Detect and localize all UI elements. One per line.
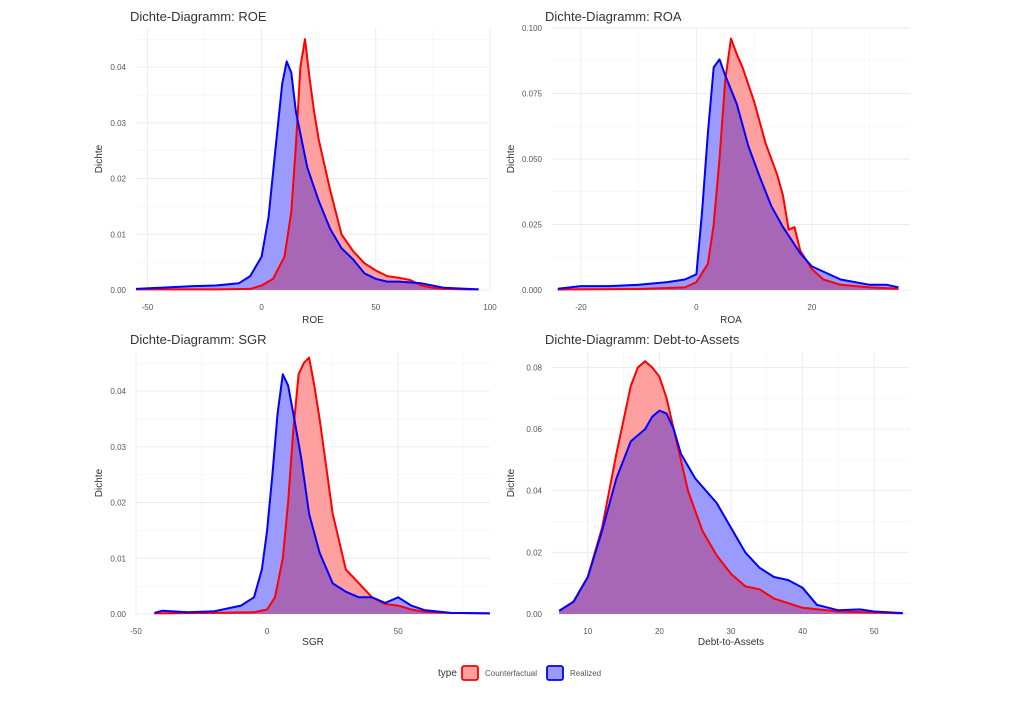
x-tick-label: 0 xyxy=(694,303,699,312)
x-axis-label: SGR xyxy=(302,637,324,648)
y-tick-label: 0.00 xyxy=(110,610,126,619)
x-axis-label: Debt-to-Assets xyxy=(698,637,764,648)
y-tick-label: 0.00 xyxy=(526,610,542,619)
panel-title: Dichte-Diagramm: Debt-to-Assets xyxy=(545,332,740,347)
y-tick-label: 0.100 xyxy=(522,24,543,33)
x-tick-label: 30 xyxy=(727,627,736,636)
x-tick-label: 100 xyxy=(483,303,497,312)
x-axis-label: ROE xyxy=(302,315,324,326)
y-axis-label: Dichte xyxy=(94,144,105,173)
y-tick-label: 0.000 xyxy=(522,286,543,295)
density-area-counterfactual xyxy=(154,357,490,614)
density-line-realized xyxy=(557,58,899,290)
y-tick-label: 0.03 xyxy=(110,119,126,128)
x-tick-label: 10 xyxy=(583,627,592,636)
x-tick-label: -20 xyxy=(575,303,587,312)
x-axis-label: ROA xyxy=(720,315,742,326)
y-tick-label: 0.025 xyxy=(522,221,543,230)
y-axis-label: Dichte xyxy=(506,144,517,173)
x-tick-label: 20 xyxy=(655,627,664,636)
density-line-realized xyxy=(558,409,903,615)
panel-debt-to-assets: 10 20 30 40 50 0.00 0.02 0.04 0.06 0.08 Dichte-Dia… xyxy=(506,332,910,648)
legend-title: type xyxy=(438,668,457,679)
legend-label-realized: Realized xyxy=(570,669,601,678)
y-tick-label: 0.04 xyxy=(526,487,542,496)
y-tick-label: 0.01 xyxy=(110,554,126,563)
y-tick-label: 0.04 xyxy=(110,387,126,396)
x-tick-label: 0 xyxy=(259,303,264,312)
legend-key-realized xyxy=(546,665,564,681)
density-line-counterfactual xyxy=(154,356,491,615)
y-tick-label: 0.06 xyxy=(526,425,542,434)
legend-key-counterfactual xyxy=(461,665,479,681)
y-axis-label: Dichte xyxy=(94,468,105,497)
y-tick-label: 0.03 xyxy=(110,443,126,452)
panel-roe: -50 0 50 100 0.00 0.01 0.02 0.03 0.04 Dichte-Diag… xyxy=(94,9,497,326)
y-tick-label: 0.050 xyxy=(522,155,543,164)
y-tick-label: 0.08 xyxy=(526,363,542,372)
panel-sgr: -50 0 50 0.00 0.01 0.02 0.03 0.04 Dichte-Diagram… xyxy=(94,332,491,648)
y-tick-label: 0.02 xyxy=(110,499,126,508)
x-tick-label: 50 xyxy=(394,627,403,636)
x-tick-label: -50 xyxy=(142,303,154,312)
legend-label-counterfactual: Counterfactual xyxy=(485,669,537,678)
panel-title: Dichte-Diagramm: ROA xyxy=(545,9,682,24)
y-tick-label: 0.01 xyxy=(110,230,126,239)
x-tick-label: 0 xyxy=(265,627,270,636)
x-tick-label: 20 xyxy=(807,303,816,312)
x-tick-label: -50 xyxy=(130,627,142,636)
y-tick-label: 0.02 xyxy=(110,175,126,184)
x-tick-label: 40 xyxy=(798,627,807,636)
x-tick-label: 50 xyxy=(371,303,380,312)
panel-title: Dichte-Diagramm: SGR xyxy=(130,332,267,347)
density-line-realized xyxy=(135,60,479,291)
x-tick-label: 50 xyxy=(870,627,879,636)
y-tick-label: 0.075 xyxy=(522,90,543,99)
y-tick-label: 0.02 xyxy=(526,548,542,557)
panel-title: Dichte-Diagramm: ROE xyxy=(130,9,267,24)
legend: type Counterfactual Realized xyxy=(438,665,601,681)
density-line-counterfactual xyxy=(557,37,899,291)
density-line-counterfactual xyxy=(136,38,479,291)
density-area-overlap xyxy=(557,59,899,290)
density-line-realized xyxy=(154,373,491,615)
panel-roa: -20 0 20 0.000 0.025 0.050 0.075 0.100Dichte-Di… xyxy=(506,9,910,326)
y-tick-label: 0.04 xyxy=(110,63,126,72)
y-tick-label: 0.00 xyxy=(110,286,126,295)
y-axis-label: Dichte xyxy=(506,468,517,497)
